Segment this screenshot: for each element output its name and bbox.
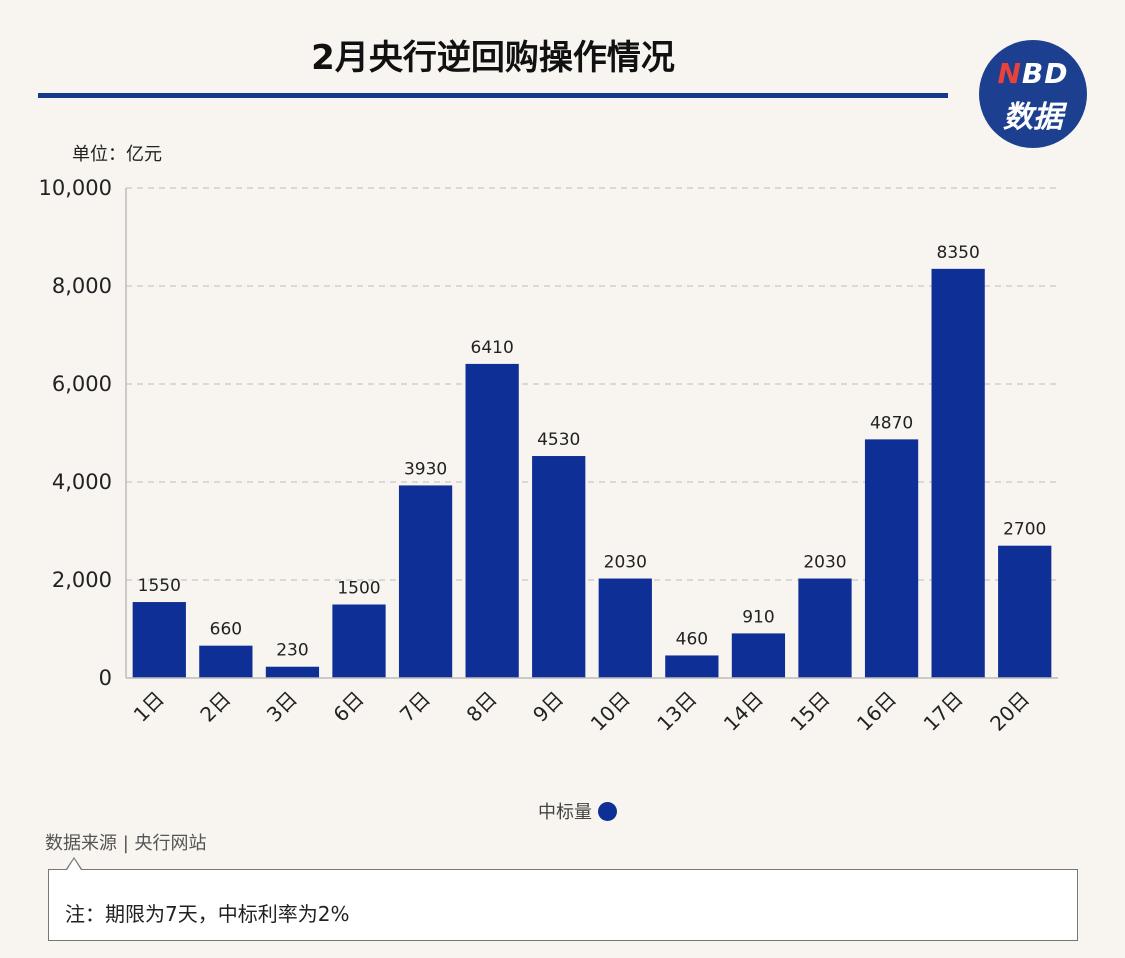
data-label: 3930	[404, 459, 447, 479]
data-label: 4870	[870, 413, 913, 433]
bar	[132, 602, 186, 678]
x-axis: 1日 2日 3日 6日 7日 8日 9日 10日 13日 14日 15日 16日 17日 20日	[126, 677, 1058, 736]
logo-letters-bd: BD	[1021, 57, 1069, 90]
data-source: 数据来源 | 央行网站	[45, 833, 207, 854]
gridlines	[126, 187, 1058, 581]
note-box: 注：期限为7天，中标利率为2%	[48, 869, 1078, 941]
unit-label: 单位：亿元	[72, 144, 162, 165]
x-tick-label: 15日	[785, 687, 834, 736]
bar	[465, 363, 519, 678]
logo-letter-n: N	[997, 57, 1022, 90]
x-tick-label: 16日	[852, 687, 901, 736]
x-tick-label: 8日	[462, 687, 502, 727]
bar	[265, 666, 320, 678]
logo-text: 数据	[1003, 100, 1063, 135]
y-axis: 0 2,000 4,000 6,000 8,000 10,000	[39, 176, 127, 690]
data-label: 8350	[937, 243, 980, 263]
bar	[864, 439, 919, 678]
x-tick-label: 17日	[919, 687, 968, 736]
x-tick-label: 2日	[195, 687, 235, 727]
bar	[532, 456, 586, 678]
bar	[199, 645, 253, 678]
legend: 中标量	[538, 798, 617, 824]
x-tick-label: 20日	[985, 687, 1034, 736]
nbd-logo: NBD 数据	[979, 40, 1087, 148]
bar	[798, 578, 852, 678]
data-label: 2030	[803, 553, 846, 573]
data-label: 6410	[471, 338, 514, 358]
title-underline	[38, 93, 948, 98]
legend-swatch	[598, 801, 617, 821]
bar	[598, 578, 652, 678]
bar	[398, 485, 453, 678]
data-label: 1550	[138, 576, 181, 596]
data-label: 1500	[337, 579, 380, 599]
bar	[731, 633, 786, 678]
bar	[931, 268, 985, 678]
data-label: 460	[676, 629, 708, 649]
data-label: 2030	[604, 553, 647, 573]
x-tick-label: 7日	[395, 687, 435, 727]
x-tick-label: 6日	[328, 687, 368, 727]
y-tick-label: 0	[99, 666, 112, 690]
x-tick-label: 10日	[586, 687, 635, 736]
data-label: 230	[276, 641, 308, 661]
bar	[665, 655, 719, 678]
note-text: 注：期限为7天，中标利率为2%	[65, 902, 350, 926]
x-tick-label: 1日	[129, 687, 169, 727]
x-tick-label: 9日	[528, 687, 568, 727]
chart-title: 2月央行逆回购操作情况	[311, 38, 675, 78]
data-label: 2700	[1003, 520, 1046, 540]
x-tick-label: 3日	[262, 687, 302, 727]
data-label: 660	[210, 620, 242, 640]
x-tick-label: 13日	[652, 687, 701, 736]
data-label: 910	[742, 607, 774, 627]
y-tick-label: 10,000	[39, 176, 112, 200]
y-tick-label: 4,000	[52, 470, 112, 494]
y-tick-label: 8,000	[52, 274, 112, 298]
bar	[998, 545, 1052, 678]
legend-label: 中标量	[538, 802, 592, 823]
x-tick-label: 14日	[719, 687, 768, 736]
bars: 1550 660 230 1500 3930 6410 4530 2030 460 910 2030…	[132, 243, 1052, 678]
y-tick-label: 6,000	[52, 372, 112, 396]
data-label: 4530	[537, 430, 580, 450]
bar	[332, 604, 386, 678]
bar-chart: 单位：亿元 0 2,000 4,000 6,000 8,000 10,000 1550 66…	[39, 144, 1058, 736]
note-caret-fill	[67, 859, 81, 870]
y-tick-label: 2,000	[52, 568, 112, 592]
